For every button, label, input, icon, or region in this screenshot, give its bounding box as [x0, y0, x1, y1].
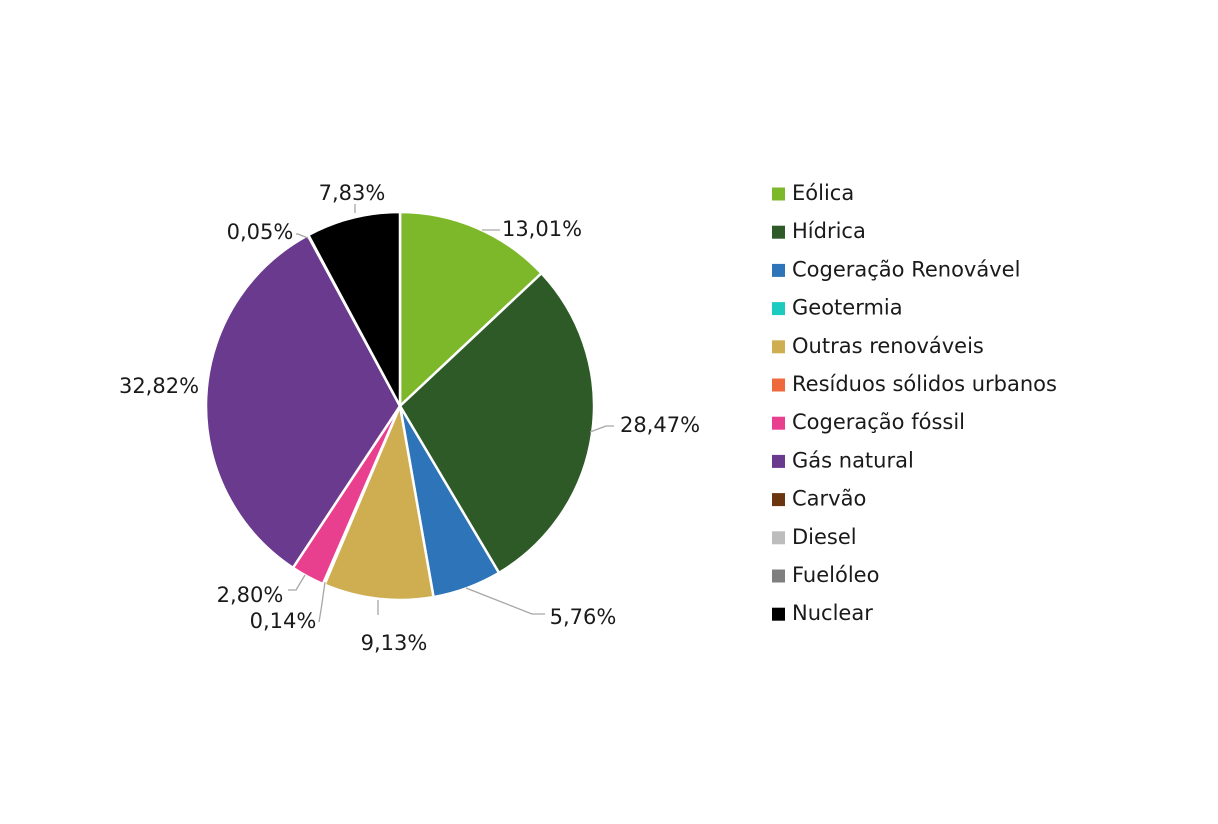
- pie-slice-hidrica: [398, 272, 596, 575]
- legend-swatch-carvao: [772, 493, 785, 507]
- pie-slice-eolica: [398, 210, 543, 408]
- data-label-fueloleo: 0,05%: [227, 220, 294, 244]
- legend-label-fueloleo: Fuelóleo: [792, 563, 879, 587]
- data-label-cogeracao-fossil: 2,80%: [217, 583, 284, 607]
- legend-swatch-nuclear: [772, 607, 785, 621]
- legend: Eólica Hídrica Cogeração Renovável Geotermi…: [772, 181, 1057, 625]
- data-label-cogeracao-renovavel: 5,76%: [550, 605, 617, 629]
- data-label-gas-natural: 32,82%: [119, 374, 199, 398]
- legend-item-geotermia: Geotermia: [772, 296, 903, 320]
- legend-item-carvao: Carvão: [772, 487, 866, 511]
- legend-label-hidrica: Hídrica: [792, 219, 866, 243]
- legend-label-cogeracao-renovavel: Cogeração Renovável: [792, 257, 1020, 281]
- data-label-nuclear: 7,83%: [319, 181, 386, 205]
- data-label-residuos-solidos-urbanos: 0,14%: [250, 609, 317, 633]
- legend-item-nuclear: Nuclear: [772, 601, 873, 625]
- legend-label-cogeracao-fossil: Cogeração fóssil: [792, 410, 965, 434]
- legend-item-eolica: Eólica: [772, 181, 854, 205]
- data-labels: 13,01% 28,47% 5,76% 9,13% 0,14%2,80% 32,82% 0,…: [119, 181, 700, 655]
- leader-line-hidrica: [589, 425, 614, 433]
- legend-label-eolica: Eólica: [792, 181, 854, 205]
- legend-swatch-diesel: [772, 531, 785, 545]
- legend-item-residuos-solidos-urbanos: Resíduos sólidos urbanos: [772, 372, 1057, 396]
- legend-label-gas-natural: Gás natural: [792, 448, 914, 472]
- legend-item-hidrica: Hídrica: [772, 219, 866, 243]
- legend-swatch-fueloleo: [772, 569, 785, 583]
- legend-label-nuclear: Nuclear: [792, 601, 873, 625]
- pie-slice-nuclear: [307, 210, 402, 408]
- legend-item-cogeracao-fossil: Cogeração fóssil: [772, 410, 965, 434]
- legend-swatch-cogeracao-fossil: [772, 416, 785, 430]
- pie-slice-outras-renovaveis: [323, 404, 435, 602]
- leader-line-cogeracao-renovavel: [465, 587, 545, 615]
- legend-swatch-geotermia: [772, 302, 785, 316]
- data-label-eolica: 13,01%: [502, 217, 582, 241]
- legend-label-diesel: Diesel: [792, 525, 857, 549]
- legend-label-residuos-solidos-urbanos: Resíduos sólidos urbanos: [792, 372, 1057, 396]
- data-label-outras-renovaveis: 9,13%: [361, 631, 428, 655]
- legend-item-cogeracao-renovavel: Cogeração Renovável: [772, 257, 1020, 281]
- legend-swatch-residuos-solidos-urbanos: [772, 378, 785, 392]
- legend-label-geotermia: Geotermia: [792, 296, 903, 320]
- legend-swatch-gas-natural: [772, 454, 785, 468]
- leader-line-residuos-solidos-urbanos: [318, 581, 326, 623]
- legend-swatch-cogeracao-renovavel: [772, 263, 785, 277]
- leader-line-fueloleo: [296, 233, 309, 239]
- legend-swatch-eolica: [772, 187, 785, 201]
- legend-item-outras-renovaveis: Outras renováveis: [772, 334, 984, 358]
- legend-item-fueloleo: Fuelóleo: [772, 563, 879, 587]
- legend-swatch-outras-renovaveis: [772, 340, 785, 354]
- legend-item-diesel: Diesel: [772, 525, 857, 549]
- leader-line-cogeracao-fossil: [288, 574, 306, 591]
- legend-swatch-hidrica: [772, 225, 785, 239]
- leader-lines: [288, 204, 614, 623]
- legend-item-gas-natural: Gás natural: [772, 448, 914, 472]
- legend-label-carvao: Carvão: [792, 487, 866, 511]
- pie-slices: [204, 210, 596, 602]
- legend-label-outras-renovaveis: Outras renováveis: [792, 334, 984, 358]
- data-label-hidrica: 28,47%: [620, 413, 700, 437]
